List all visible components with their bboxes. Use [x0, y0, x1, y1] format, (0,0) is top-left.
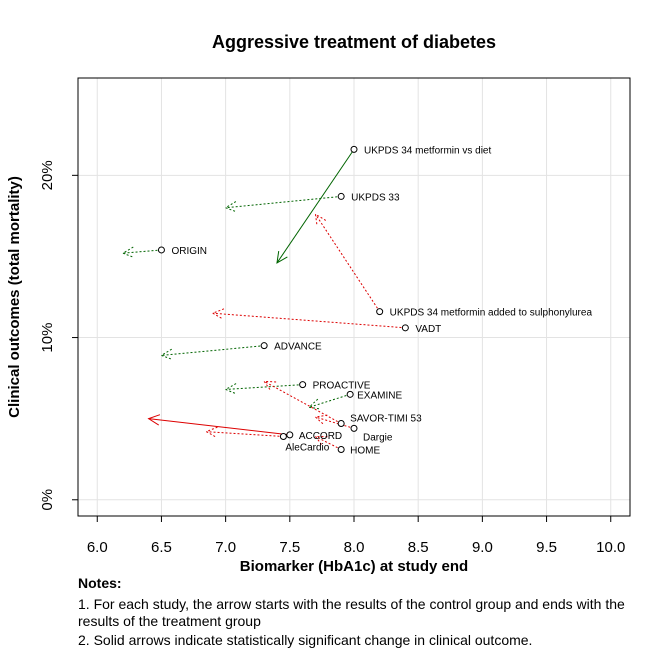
point-labels: UKPDS 34 metformin vs diet UKPDS 33 ORIGIN…: [171, 145, 592, 456]
arrowhead: [205, 426, 218, 438]
y-tick-label: 20%: [39, 160, 56, 190]
notes-header: Notes:: [78, 575, 122, 591]
point-label: UKPDS 34 metformin added to sulphonylure…: [390, 308, 593, 319]
data-point: [350, 145, 358, 153]
point-label: EXAMINE: [357, 390, 402, 401]
arrow-line: [263, 380, 342, 424]
chart-title: Aggressive treatment of diabetes: [212, 32, 496, 52]
arrow-line: [225, 195, 342, 209]
data-point: [346, 390, 354, 398]
point-label: Dargie: [363, 432, 393, 443]
x-tick-label: 7.0: [215, 539, 236, 556]
y-tick-label: 0%: [39, 489, 56, 511]
x-axis-label: Biomarker (HbA1c) at study end: [240, 558, 468, 575]
arrowhead: [314, 435, 328, 447]
x-tick-label: 10.0: [596, 539, 625, 556]
arrow-line: [122, 249, 162, 254]
x-tick-label: 8.5: [408, 539, 429, 556]
data-point: [299, 381, 307, 389]
x-tick-label: 8.0: [344, 539, 365, 556]
data-point: [350, 424, 358, 432]
arrowhead: [121, 246, 135, 258]
data-point: [337, 420, 345, 428]
arrow-line: [212, 312, 406, 329]
arrowhead: [224, 201, 238, 213]
x-tick-label: 9.0: [472, 539, 493, 556]
point-label: HOME: [350, 445, 380, 456]
arrow-line: [225, 384, 303, 390]
x-axis: 6.0 6.5 7.0 7.5 8.0 8.5 9.0 9.5 10.0: [87, 516, 625, 556]
arrows: [121, 149, 406, 450]
data-point: [401, 324, 409, 332]
x-tick-label: 7.5: [279, 539, 300, 556]
note-item-2: 2. Solid arrows indicate statistically s…: [78, 632, 533, 648]
arrowhead: [307, 398, 322, 410]
y-axis: 0% 10% 20%: [39, 160, 78, 511]
data-point: [337, 445, 345, 453]
point-label: VADT: [415, 324, 441, 335]
point-label: SAVOR-TIMI 53: [350, 414, 422, 425]
arrow-line: [315, 416, 355, 429]
point-label: UKPDS 34 metformin vs diet: [364, 145, 491, 156]
arrowhead: [314, 213, 327, 227]
data-point: [286, 431, 294, 439]
note-item-1: 1. For each study, the arrow starts with…: [78, 596, 625, 629]
arrow-line: [148, 418, 290, 436]
data-point: [337, 192, 345, 200]
point-label: ADVANCE: [274, 342, 322, 353]
y-tick-label: 10%: [39, 323, 56, 353]
arrowhead: [211, 308, 225, 320]
x-tick-label: 6.5: [151, 539, 172, 556]
x-tick-label: 9.5: [536, 539, 557, 556]
point-label: UKPDS 33: [351, 192, 400, 203]
data-point: [157, 246, 165, 254]
x-tick-label: 6.0: [87, 539, 108, 556]
arrowhead: [263, 380, 277, 392]
notes: Notes: 1. For each study, the arrow star…: [78, 575, 668, 651]
point-label: PROACTIVE: [313, 381, 371, 392]
arrow-line: [315, 436, 342, 450]
data-point: [376, 308, 384, 316]
point-label: AleCardio: [285, 443, 329, 454]
arrowhead: [160, 348, 173, 361]
arrow-line: [161, 345, 265, 356]
arrow-line: [206, 431, 284, 438]
arrowhead: [224, 383, 237, 395]
y-axis-label: Clinical outcomes (total mortality): [6, 176, 23, 418]
arrowhead: [147, 414, 161, 426]
data-point: [279, 433, 287, 441]
data-point: [260, 342, 268, 350]
arrowhead: [276, 250, 288, 264]
point-label: ORIGIN: [171, 246, 207, 257]
points: [157, 145, 409, 453]
arrow-line: [315, 213, 381, 312]
point-label: ACCORD: [299, 431, 342, 442]
arrow-line: [276, 149, 355, 264]
grid: [78, 78, 630, 516]
arrow-line: [308, 393, 351, 408]
